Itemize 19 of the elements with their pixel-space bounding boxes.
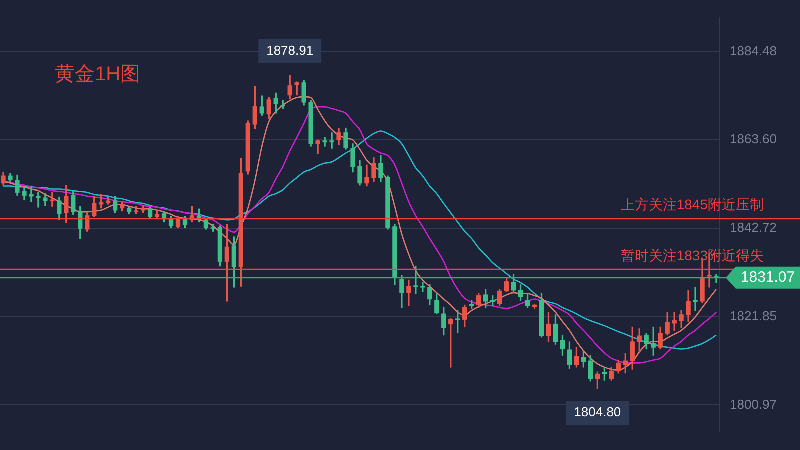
y-tick-label: 1863.60 xyxy=(730,132,777,147)
text: 黄金1H图 xyxy=(55,64,141,86)
candlestick xyxy=(29,186,34,202)
ref-line-label: 上方关注1845附近压制 xyxy=(620,196,764,213)
candlestick xyxy=(36,192,41,208)
y-tick-label: 1884.48 xyxy=(730,43,777,58)
y-tick-label: 1821.85 xyxy=(730,308,777,324)
y-tick-label: 1842.72 xyxy=(730,220,777,236)
candlestick xyxy=(322,137,328,147)
candlestick xyxy=(414,266,418,294)
annotation: 1831.07 xyxy=(740,268,796,286)
candlestick xyxy=(330,132,334,149)
candlestick xyxy=(672,312,677,331)
candlestick xyxy=(693,287,698,312)
candlestick xyxy=(50,192,55,207)
annotation: 1804.80 xyxy=(574,404,622,420)
y-tick-label: 1800.97 xyxy=(730,396,777,412)
ref-line-label: 暂时关注1833附近得失 xyxy=(620,248,764,264)
annotation: 1878.91 xyxy=(266,42,314,58)
